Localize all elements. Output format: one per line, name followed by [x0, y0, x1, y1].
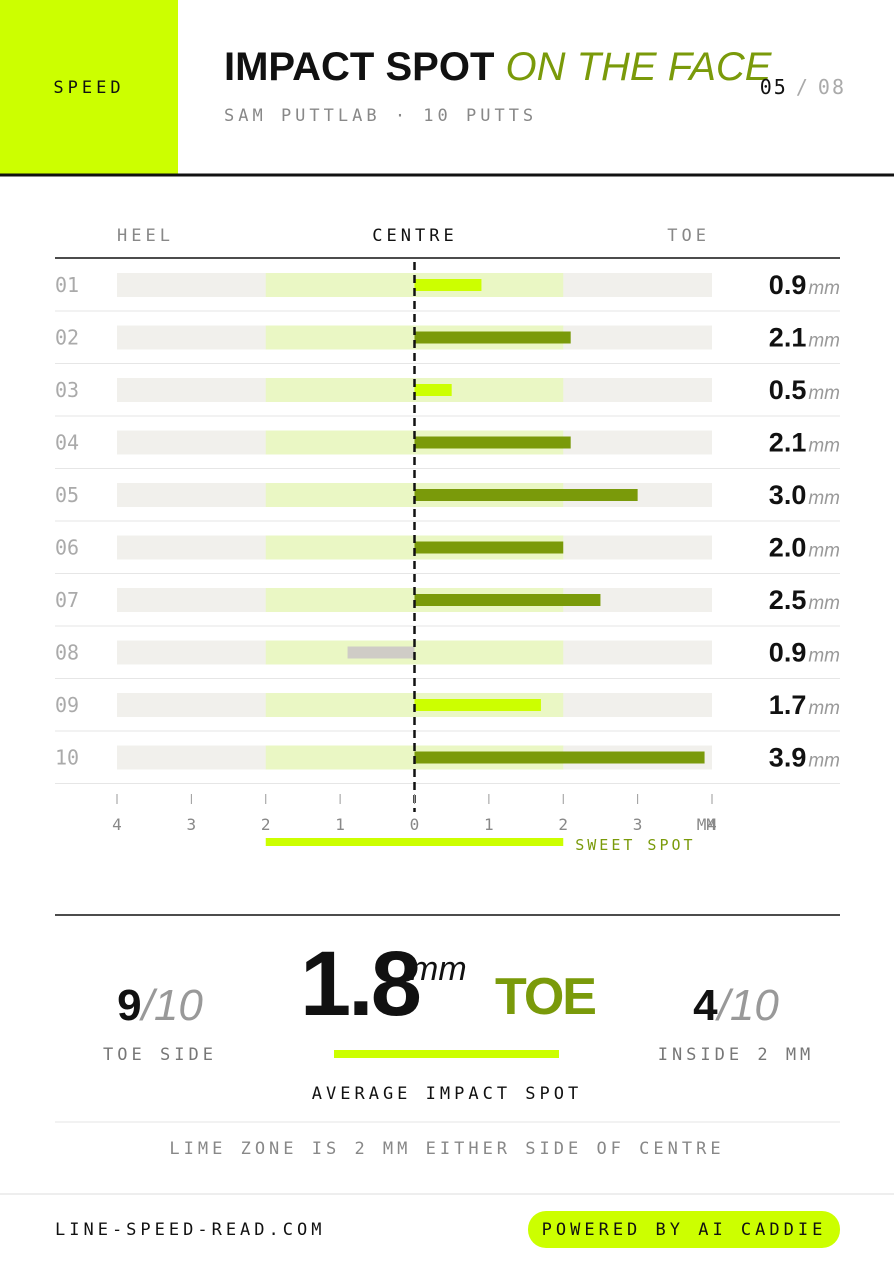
tag: SPEED: [53, 78, 124, 98]
button-bg[interactable]: [528, 1211, 840, 1248]
unit: mm: [808, 278, 840, 299]
tag-box: [0, 0, 178, 174]
value: 2.1: [769, 323, 807, 353]
unit: mm: [808, 593, 840, 614]
bar: [414, 541, 564, 554]
value: 3.9: [769, 743, 807, 773]
x-tick-label: 2: [558, 815, 568, 834]
title-main: IMPACT SPOT: [224, 45, 494, 89]
value-label: 0.9 mm: [769, 638, 840, 668]
value: 0.5: [769, 375, 807, 405]
bar: [414, 331, 571, 344]
x-tick-label: 3: [187, 815, 197, 834]
bar: [414, 384, 452, 396]
value-label: 2.0 mm: [769, 533, 840, 563]
avg-value: 1.8: [300, 933, 420, 1035]
button-label[interactable]: POWERED BY AI CADDIE: [542, 1220, 827, 1240]
avg-unit: mm: [410, 950, 467, 988]
value-label: 2.1 mm: [769, 323, 840, 353]
row-label: 04: [55, 431, 79, 455]
bar: [414, 594, 601, 606]
x-tick-label: 3: [633, 815, 643, 834]
site: LINE-SPEED-READ.COM: [55, 1220, 325, 1240]
row-label: 05: [55, 483, 79, 507]
title-accent: ON THE FACE: [506, 45, 773, 89]
inside-count: 4: [693, 981, 718, 1030]
note: LIME ZONE IS 2 MM EITHER SIDE OF CENTRE: [169, 1139, 724, 1159]
value: 3.0: [769, 480, 807, 510]
bar: [414, 489, 638, 501]
powered-button[interactable]: POWERED BY AI CADDIE: [528, 1211, 840, 1248]
unit: mm: [808, 488, 840, 509]
x-tick-label: 4: [707, 815, 717, 834]
x-tick-label: 4: [112, 815, 122, 834]
bar: [414, 436, 571, 449]
row-label: 09: [55, 693, 79, 717]
page: 05: [760, 75, 788, 99]
avg-side: TOE: [495, 968, 595, 1026]
value: 2.5: [769, 585, 807, 615]
unit: mm: [808, 698, 840, 719]
avg-label: AVERAGE IMPACT SPOT: [312, 1084, 582, 1104]
row-label: 02: [55, 326, 79, 350]
avg-accent-bar: [334, 1050, 559, 1058]
page-sep: /: [796, 75, 810, 99]
row-label: 01: [55, 273, 79, 297]
value-label: 0.5 mm: [769, 375, 840, 405]
row-label: 03: [55, 378, 79, 402]
page-number: 05 / 08: [760, 75, 846, 99]
row-label: 07: [55, 588, 79, 612]
value: 0.9: [769, 638, 807, 668]
unit: mm: [808, 331, 840, 352]
toe-label: TOE: [667, 226, 710, 246]
subtitle: SAM PUTTLAB · 10 PUTTS: [224, 106, 537, 126]
x-tick-label: 2: [261, 815, 271, 834]
inside-label: INSIDE 2 MM: [658, 1045, 815, 1065]
unit: mm: [808, 383, 840, 404]
toe-side-stat: 9/10: [117, 981, 203, 1030]
toe-side-count: 9: [117, 981, 141, 1030]
value-label: 3.9 mm: [769, 743, 840, 773]
unit: mm: [808, 436, 840, 457]
toe-side-of: /10: [139, 981, 204, 1030]
value: 0.9: [769, 270, 807, 300]
unit: mm: [808, 646, 840, 667]
bar: [414, 751, 705, 764]
value: 1.7: [769, 690, 807, 720]
bar: [414, 699, 541, 711]
centre-label: CENTRE: [372, 226, 457, 246]
x-tick-label: 1: [335, 815, 345, 834]
row-label: 10: [55, 746, 79, 770]
sweet-spot-label: SWEET SPOT: [575, 836, 695, 854]
heel-label: HEEL: [117, 226, 174, 246]
bar: [347, 646, 415, 659]
inside-stat: 4/10: [693, 981, 779, 1030]
page-total: 08: [818, 75, 846, 99]
x-tick-label: 0: [410, 815, 420, 834]
row-label: 08: [55, 641, 79, 665]
x-axis-label: MM: [697, 815, 716, 834]
bar: [414, 279, 482, 291]
sweet-spot-bar: [265, 838, 564, 846]
value-label: 2.5 mm: [769, 585, 840, 615]
toe-side-label: TOE SIDE: [103, 1045, 217, 1065]
inside-of: /10: [715, 981, 780, 1030]
unit: mm: [808, 541, 840, 562]
unit: mm: [808, 751, 840, 772]
x-tick-label: 1: [484, 815, 494, 834]
value-label: 3.0 mm: [769, 480, 840, 510]
value-label: 1.7 mm: [769, 690, 840, 720]
value: 2.0: [769, 533, 807, 563]
value-label: 0.9 mm: [769, 270, 840, 300]
title: IMPACT SPOT ON THE FACE: [224, 45, 773, 89]
row-label: 06: [55, 536, 79, 560]
value: 2.1: [769, 428, 807, 458]
value-label: 2.1 mm: [769, 428, 840, 458]
